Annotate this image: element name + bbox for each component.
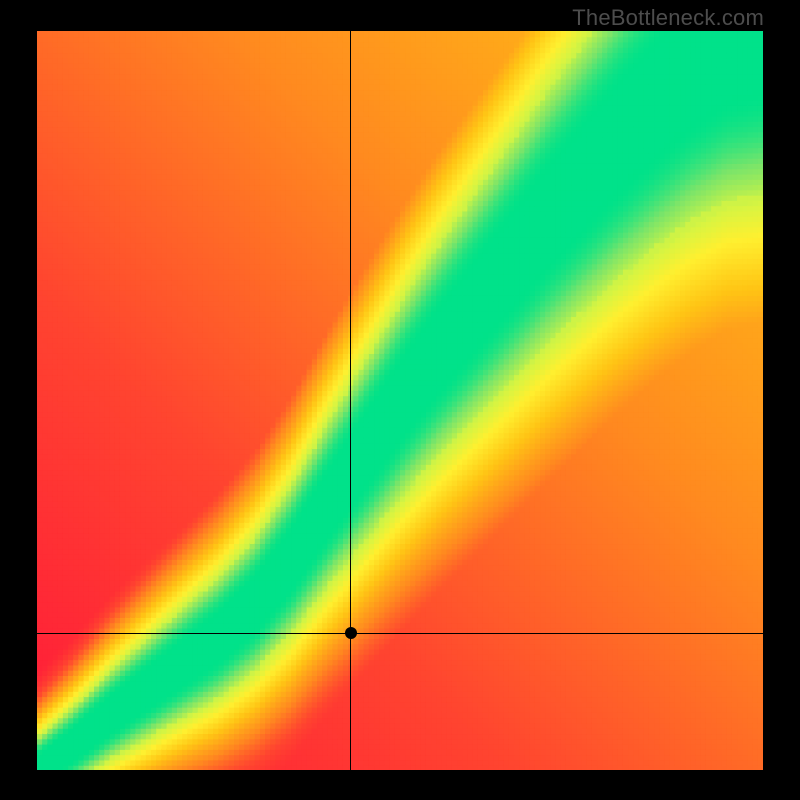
watermark-text: TheBottleneck.com: [572, 5, 764, 31]
crosshair-marker-dot[interactable]: [345, 627, 357, 639]
crosshair-vertical-line: [350, 31, 351, 770]
crosshair-horizontal-line: [37, 633, 763, 634]
chart-container: { "canvas": { "width": 800, "height": 80…: [0, 0, 800, 800]
bottleneck-heatmap: [37, 31, 763, 770]
